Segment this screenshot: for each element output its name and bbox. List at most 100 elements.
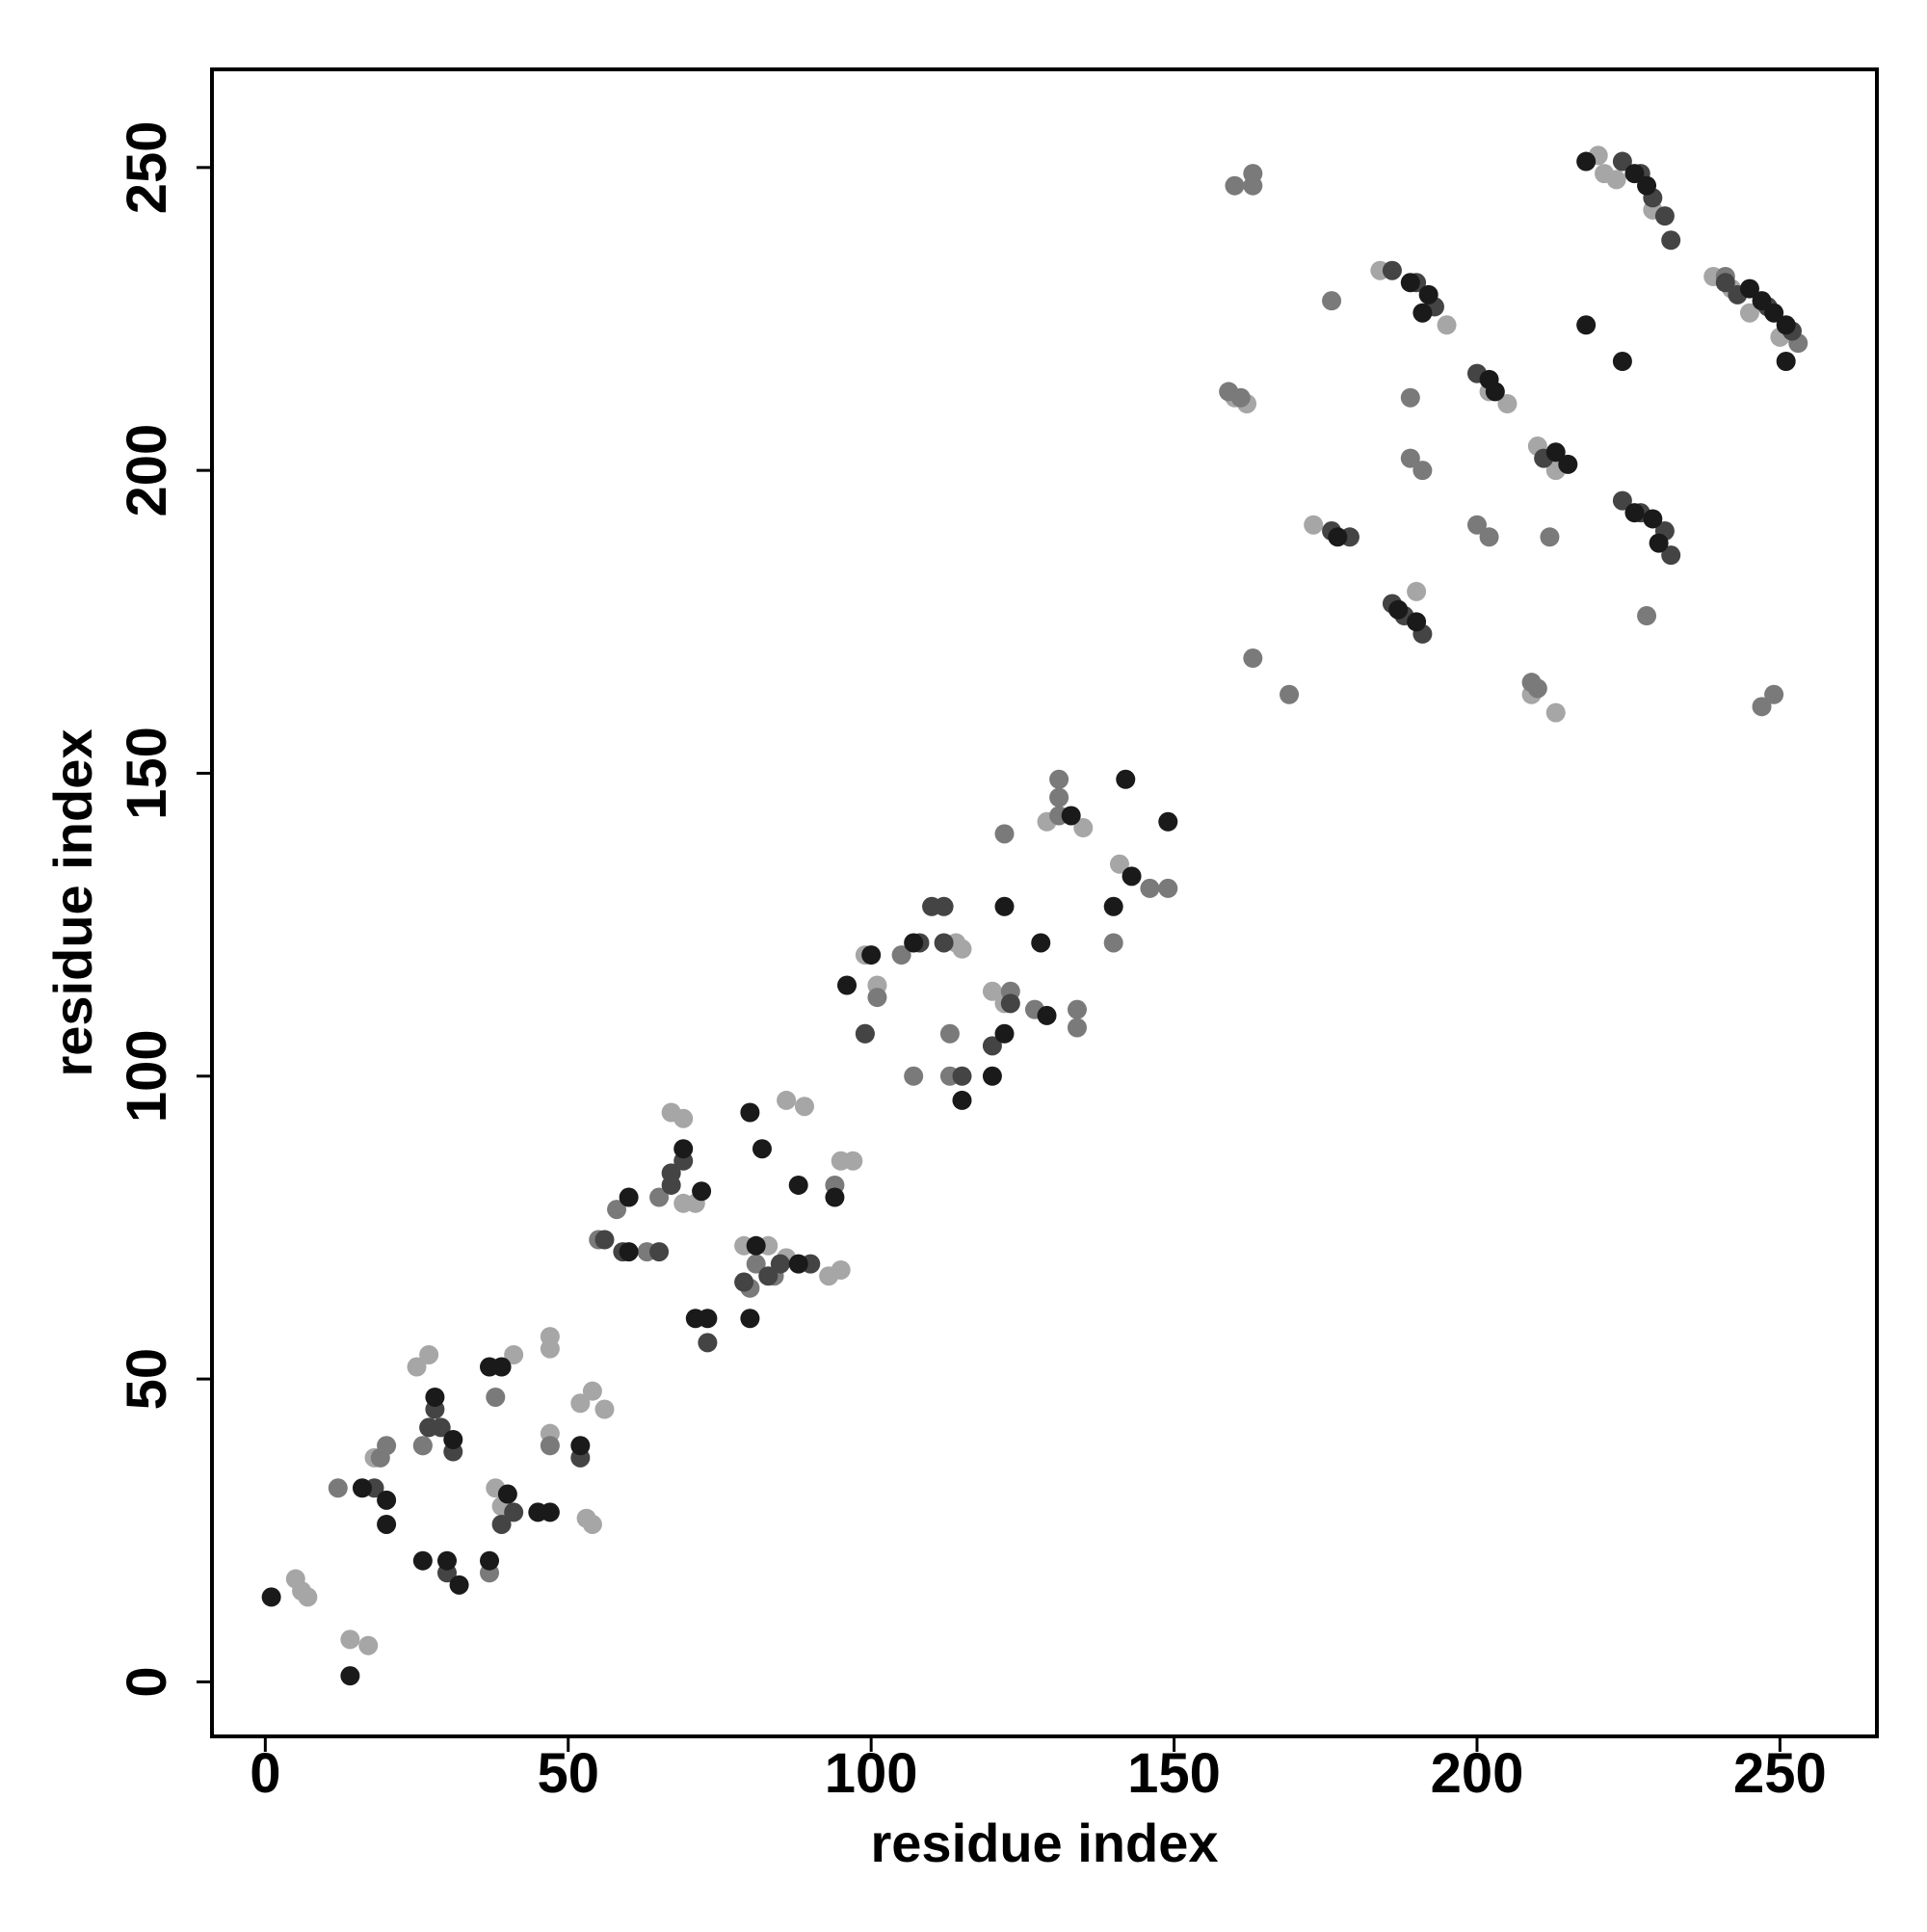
point <box>377 1514 397 1534</box>
point <box>734 1272 754 1292</box>
point <box>340 1629 360 1650</box>
point <box>1558 454 1578 474</box>
point <box>1612 490 1632 511</box>
y-tick-label: 100 <box>116 1029 178 1123</box>
point <box>952 1066 972 1086</box>
point <box>570 1436 591 1456</box>
point <box>1067 999 1087 1019</box>
point <box>1576 151 1597 172</box>
point <box>1661 230 1681 251</box>
point <box>412 1436 433 1456</box>
point <box>649 1187 670 1207</box>
y-tick-label: 0 <box>116 1666 178 1697</box>
point <box>1527 678 1547 699</box>
point <box>661 1163 681 1183</box>
point <box>504 1344 524 1364</box>
point <box>570 1393 591 1414</box>
point <box>1382 260 1402 280</box>
point <box>1328 527 1348 547</box>
point <box>425 1387 445 1407</box>
point <box>1606 170 1626 190</box>
point <box>1049 787 1069 807</box>
point <box>377 1490 397 1510</box>
point <box>1407 581 1427 601</box>
point <box>1037 1005 1057 1025</box>
point <box>891 945 911 966</box>
point <box>1073 818 1094 838</box>
point <box>1158 811 1178 832</box>
point <box>491 1514 512 1534</box>
point <box>952 1090 972 1110</box>
point <box>497 1484 517 1504</box>
point <box>1576 315 1597 335</box>
point <box>1637 175 1657 196</box>
point <box>698 1333 718 1353</box>
point <box>582 1381 602 1401</box>
point <box>1109 854 1129 874</box>
point <box>443 1429 463 1449</box>
point <box>1624 164 1645 184</box>
y-tick-label: 200 <box>116 424 178 517</box>
point <box>1400 448 1420 468</box>
point <box>1497 394 1518 414</box>
point <box>619 1187 639 1207</box>
point <box>867 988 887 1008</box>
point <box>358 1635 379 1655</box>
point <box>740 1102 760 1123</box>
point <box>1418 284 1439 304</box>
point <box>1243 648 1263 669</box>
point <box>939 1023 960 1044</box>
point <box>1140 878 1160 898</box>
point <box>1643 509 1663 529</box>
point <box>740 1309 760 1329</box>
point <box>1654 206 1675 226</box>
point <box>1752 697 1772 717</box>
point <box>1412 303 1433 323</box>
point <box>831 1259 851 1280</box>
point <box>1067 1018 1087 1038</box>
point <box>407 1357 427 1377</box>
point <box>1407 612 1427 632</box>
point <box>540 1436 560 1456</box>
point <box>1661 545 1681 566</box>
point <box>1400 273 1420 293</box>
point <box>340 1666 360 1686</box>
point <box>261 1587 281 1607</box>
point <box>504 1502 524 1522</box>
point <box>298 1587 318 1607</box>
point <box>1764 684 1784 704</box>
point <box>582 1514 602 1534</box>
point <box>1624 503 1645 523</box>
point <box>491 1357 512 1377</box>
point <box>1388 599 1409 620</box>
x-tick-label: 50 <box>537 1742 599 1805</box>
x-tick-label: 200 <box>1431 1742 1524 1805</box>
point <box>1545 442 1566 463</box>
point <box>594 1399 615 1419</box>
point <box>1158 878 1178 898</box>
point <box>692 1181 712 1202</box>
point <box>994 896 1015 916</box>
point <box>1715 273 1735 293</box>
point <box>673 1108 694 1128</box>
y-tick-label: 50 <box>116 1348 178 1411</box>
point <box>1230 387 1251 408</box>
point <box>794 1097 814 1117</box>
point <box>1103 933 1123 953</box>
point <box>752 1139 772 1159</box>
point <box>904 1066 924 1086</box>
point <box>1437 315 1457 335</box>
point <box>952 939 972 959</box>
point <box>412 1550 433 1571</box>
point <box>419 1344 439 1364</box>
point <box>698 1309 718 1329</box>
point <box>904 933 924 953</box>
point <box>1540 527 1560 547</box>
point <box>1103 896 1123 916</box>
point <box>480 1550 499 1571</box>
y-axis-title: residue index <box>42 728 103 1076</box>
point <box>619 1242 639 1262</box>
point <box>825 1187 845 1207</box>
x-tick-label: 0 <box>250 1742 280 1805</box>
